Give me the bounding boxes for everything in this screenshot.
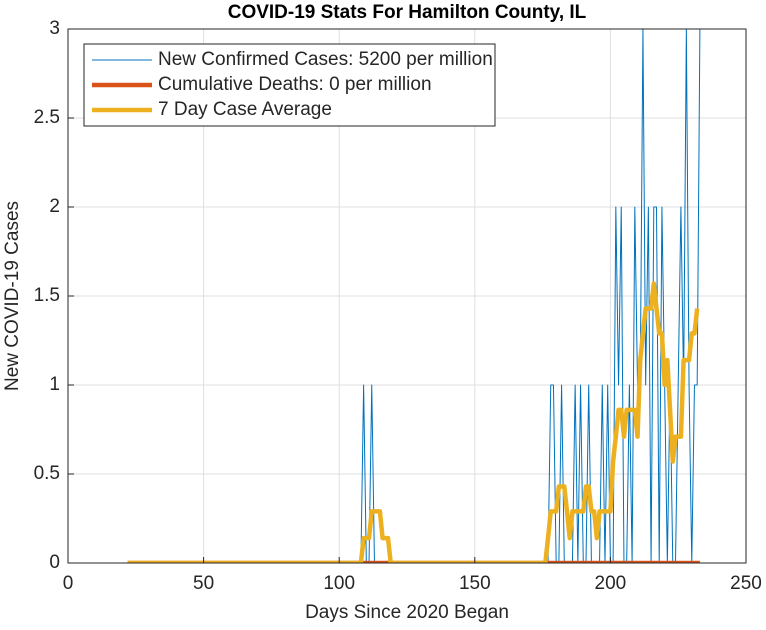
x-tick-label: 100 xyxy=(323,573,355,594)
y-tick-label: 3 xyxy=(49,18,60,39)
lines xyxy=(127,29,701,563)
x-tick-label: 0 xyxy=(63,573,74,594)
legend: New Confirmed Cases: 5200 per million Cum… xyxy=(83,43,496,127)
y-tick-label: 1.5 xyxy=(34,285,60,306)
y-axis-label: New COVID-19 Cases xyxy=(2,201,23,391)
x-axis-label: Days Since 2020 Began xyxy=(305,602,509,623)
legend-label: New Confirmed Cases: 5200 per million xyxy=(158,49,493,70)
x-tick-label: 200 xyxy=(595,573,627,594)
series-line xyxy=(127,281,700,563)
chart-title: COVID-19 Stats For Hamilton County, IL xyxy=(228,2,587,23)
y-tick-label: 0 xyxy=(49,552,60,573)
y-tick-label: 2 xyxy=(49,196,60,217)
x-tick-label: 150 xyxy=(459,573,491,594)
legend-box xyxy=(83,43,496,127)
x-tick-label: 250 xyxy=(730,573,762,594)
series-line xyxy=(127,29,701,563)
legend-label: Cumulative Deaths: 0 per million xyxy=(158,74,432,95)
y-tick-label: 2.5 xyxy=(34,107,60,128)
legend-label: 7 Day Case Average xyxy=(158,99,332,120)
ticks: 0 50 100 150 200 250 0 0.5 1 1.5 2 2.5 3 xyxy=(34,18,762,594)
y-tick-label: 0.5 xyxy=(34,463,60,484)
x-tick-label: 50 xyxy=(193,573,214,594)
y-tick-label: 1 xyxy=(49,374,60,395)
